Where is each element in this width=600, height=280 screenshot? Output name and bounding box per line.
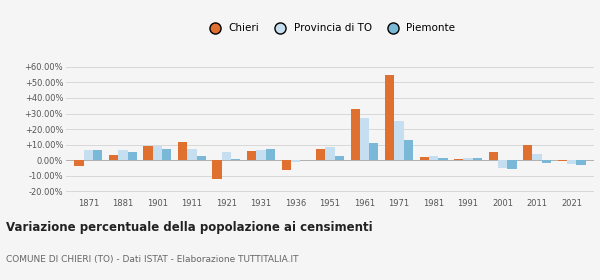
Bar bbox=[118, 150, 128, 160]
Bar bbox=[419, 157, 429, 160]
Bar bbox=[507, 160, 517, 169]
Bar bbox=[247, 151, 256, 160]
Bar bbox=[350, 109, 360, 160]
Bar bbox=[498, 160, 507, 168]
Bar bbox=[523, 145, 532, 160]
Bar bbox=[360, 118, 369, 160]
Bar bbox=[438, 158, 448, 160]
Bar bbox=[162, 149, 172, 160]
Bar bbox=[281, 160, 291, 170]
Bar bbox=[316, 149, 325, 160]
Bar bbox=[488, 152, 498, 160]
Text: COMUNE DI CHIERI (TO) - Dati ISTAT - Elaborazione TUTTITALIA.IT: COMUNE DI CHIERI (TO) - Dati ISTAT - Ela… bbox=[6, 255, 299, 264]
Bar bbox=[473, 158, 482, 160]
Bar bbox=[93, 150, 103, 160]
Bar bbox=[266, 149, 275, 160]
Bar bbox=[394, 121, 404, 160]
Bar bbox=[222, 152, 231, 160]
Bar bbox=[454, 159, 463, 160]
Bar bbox=[231, 159, 241, 160]
Bar bbox=[532, 154, 542, 160]
Bar bbox=[143, 146, 153, 160]
Bar bbox=[576, 160, 586, 165]
Bar bbox=[463, 158, 473, 160]
Bar bbox=[128, 152, 137, 160]
Bar bbox=[404, 140, 413, 160]
Bar bbox=[212, 160, 222, 179]
Bar bbox=[187, 149, 197, 160]
Bar bbox=[84, 150, 93, 160]
Bar bbox=[109, 155, 118, 160]
Bar bbox=[369, 143, 379, 160]
Bar bbox=[542, 160, 551, 163]
Legend: Chieri, Provincia di TO, Piemonte: Chieri, Provincia di TO, Piemonte bbox=[200, 19, 460, 38]
Bar bbox=[291, 160, 300, 162]
Bar bbox=[325, 147, 335, 160]
Bar bbox=[197, 156, 206, 160]
Bar bbox=[385, 75, 394, 160]
Bar bbox=[429, 156, 438, 160]
Bar bbox=[335, 156, 344, 160]
Bar bbox=[153, 146, 162, 160]
Bar bbox=[567, 160, 576, 164]
Bar bbox=[557, 160, 567, 161]
Text: Variazione percentuale della popolazione ai censimenti: Variazione percentuale della popolazione… bbox=[6, 221, 373, 234]
Bar bbox=[178, 142, 187, 160]
Bar bbox=[256, 150, 266, 160]
Bar bbox=[74, 160, 84, 166]
